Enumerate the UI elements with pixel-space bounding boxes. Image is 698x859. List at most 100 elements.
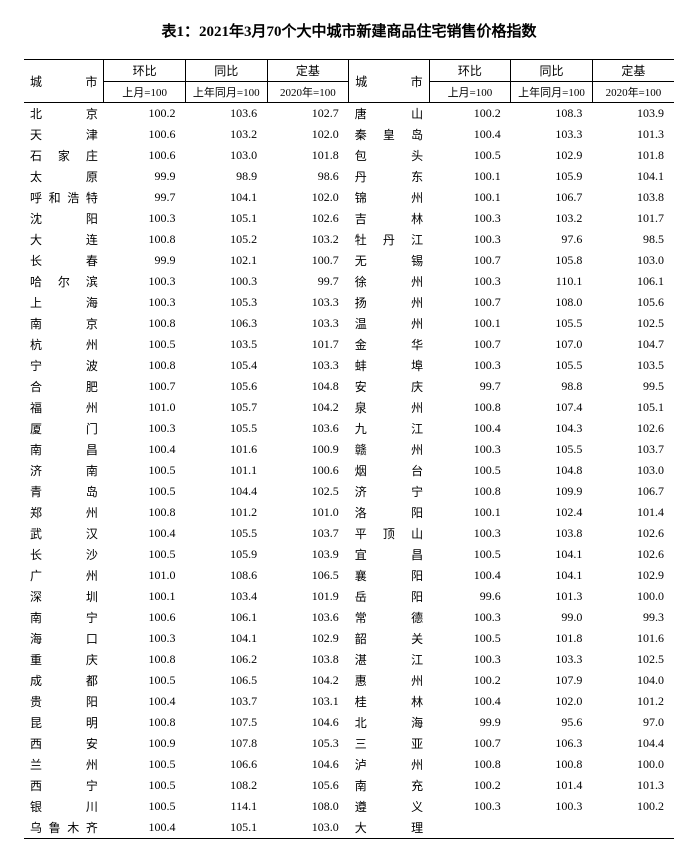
yoy-cell: 104.1 bbox=[511, 565, 593, 586]
base-cell: 98.5 bbox=[592, 229, 674, 250]
yoy-cell: 108.2 bbox=[185, 775, 267, 796]
mom-cell: 101.0 bbox=[104, 565, 186, 586]
yoy-cell: 108.3 bbox=[511, 103, 593, 125]
city-cell: 徐 州 bbox=[349, 271, 429, 292]
mom-cell: 99.7 bbox=[104, 187, 186, 208]
base-cell: 103.2 bbox=[267, 229, 349, 250]
city-cell: 郑 州 bbox=[24, 502, 104, 523]
table-row: 青 岛100.5104.4102.5济 宁100.8109.9106.7 bbox=[24, 481, 674, 502]
base-cell: 100.0 bbox=[592, 754, 674, 775]
base-cell: 101.8 bbox=[592, 145, 674, 166]
mom-cell: 100.6 bbox=[104, 145, 186, 166]
yoy-cell: 103.3 bbox=[511, 124, 593, 145]
city-cell: 合 肥 bbox=[24, 376, 104, 397]
table-row: 兰 州100.5106.6104.6泸 州100.8100.8100.0 bbox=[24, 754, 674, 775]
mom-cell: 100.5 bbox=[104, 334, 186, 355]
base-cell bbox=[592, 817, 674, 839]
city-cell: 秦皇岛 bbox=[349, 124, 429, 145]
city-cell: 沈 阳 bbox=[24, 208, 104, 229]
mom-cell: 100.8 bbox=[104, 712, 186, 733]
mom-cell: 100.7 bbox=[429, 250, 511, 271]
mom-cell: 100.5 bbox=[104, 670, 186, 691]
yoy-cell: 105.1 bbox=[185, 817, 267, 839]
table-row: 厦 门100.3105.5103.6九 江100.4104.3102.6 bbox=[24, 418, 674, 439]
base-cell: 103.0 bbox=[267, 817, 349, 839]
yoy-cell: 100.8 bbox=[511, 754, 593, 775]
base-cell: 103.8 bbox=[267, 649, 349, 670]
mom-cell: 100.4 bbox=[104, 523, 186, 544]
table-row: 长 沙100.5105.9103.9宜 昌100.5104.1102.6 bbox=[24, 544, 674, 565]
city-cell: 长 春 bbox=[24, 250, 104, 271]
table-row: 乌鲁木齐100.4105.1103.0大 理 bbox=[24, 817, 674, 839]
base-cell: 104.6 bbox=[267, 754, 349, 775]
base-cell: 103.7 bbox=[267, 523, 349, 544]
city-cell: 大 连 bbox=[24, 229, 104, 250]
mom-cell: 100.8 bbox=[104, 355, 186, 376]
city-cell: 赣 州 bbox=[349, 439, 429, 460]
yoy-cell: 102.1 bbox=[185, 250, 267, 271]
base-cell: 101.2 bbox=[592, 691, 674, 712]
city-cell: 哈尔滨 bbox=[24, 271, 104, 292]
header-yoy-sub-left: 上年同月=100 bbox=[185, 82, 267, 103]
mom-cell: 100.1 bbox=[429, 502, 511, 523]
base-cell: 102.6 bbox=[592, 523, 674, 544]
mom-cell: 99.9 bbox=[104, 250, 186, 271]
city-cell: 金 华 bbox=[349, 334, 429, 355]
base-cell: 105.3 bbox=[267, 733, 349, 754]
city-cell: 包 头 bbox=[349, 145, 429, 166]
table-row: 太 原99.998.998.6丹 东100.1105.9104.1 bbox=[24, 166, 674, 187]
city-cell: 南 京 bbox=[24, 313, 104, 334]
table-title: 表1：2021年3月70个大中城市新建商品住宅销售价格指数 bbox=[24, 20, 674, 41]
yoy-cell: 103.8 bbox=[511, 523, 593, 544]
mom-cell: 100.4 bbox=[429, 691, 511, 712]
yoy-cell: 105.9 bbox=[185, 544, 267, 565]
base-cell: 101.0 bbox=[267, 502, 349, 523]
base-cell: 102.9 bbox=[267, 628, 349, 649]
mom-cell: 100.4 bbox=[429, 418, 511, 439]
city-cell: 济 宁 bbox=[349, 481, 429, 502]
mom-cell: 100.3 bbox=[429, 607, 511, 628]
base-cell: 102.6 bbox=[592, 544, 674, 565]
table-row: 贵 阳100.4103.7103.1桂 林100.4102.0101.2 bbox=[24, 691, 674, 712]
yoy-cell: 103.2 bbox=[511, 208, 593, 229]
city-cell: 上 海 bbox=[24, 292, 104, 313]
table-row: 西 安100.9107.8105.3三 亚100.7106.3104.4 bbox=[24, 733, 674, 754]
base-cell: 101.3 bbox=[592, 124, 674, 145]
mom-cell: 100.7 bbox=[104, 376, 186, 397]
city-cell: 牡丹江 bbox=[349, 229, 429, 250]
header-mom-sub-right: 上月=100 bbox=[429, 82, 511, 103]
city-cell: 厦 门 bbox=[24, 418, 104, 439]
base-cell: 104.6 bbox=[267, 712, 349, 733]
yoy-cell: 98.9 bbox=[185, 166, 267, 187]
yoy-cell: 105.9 bbox=[511, 166, 593, 187]
yoy-cell: 105.8 bbox=[511, 250, 593, 271]
yoy-cell: 102.9 bbox=[511, 145, 593, 166]
header-mom-right: 环比 bbox=[429, 60, 511, 82]
yoy-cell: 107.8 bbox=[185, 733, 267, 754]
table-row: 南 宁100.6106.1103.6常 德100.399.099.3 bbox=[24, 607, 674, 628]
yoy-cell: 105.5 bbox=[185, 523, 267, 544]
city-cell: 贵 阳 bbox=[24, 691, 104, 712]
city-cell: 福 州 bbox=[24, 397, 104, 418]
yoy-cell: 114.1 bbox=[185, 796, 267, 817]
yoy-cell: 108.0 bbox=[511, 292, 593, 313]
yoy-cell: 107.9 bbox=[511, 670, 593, 691]
yoy-cell: 110.1 bbox=[511, 271, 593, 292]
city-cell: 南 充 bbox=[349, 775, 429, 796]
base-cell: 102.6 bbox=[267, 208, 349, 229]
base-cell: 102.0 bbox=[267, 187, 349, 208]
mom-cell: 100.5 bbox=[429, 460, 511, 481]
table-body: 北 京100.2103.6102.7唐 山100.2108.3103.9天 津1… bbox=[24, 103, 674, 839]
base-cell: 104.2 bbox=[267, 397, 349, 418]
mom-cell: 100.5 bbox=[104, 796, 186, 817]
yoy-cell: 106.6 bbox=[185, 754, 267, 775]
mom-cell: 100.5 bbox=[104, 754, 186, 775]
header-base-sub-right: 2020年=100 bbox=[592, 82, 674, 103]
city-cell: 成 都 bbox=[24, 670, 104, 691]
city-cell: 海 口 bbox=[24, 628, 104, 649]
mom-cell: 100.4 bbox=[104, 817, 186, 839]
city-cell: 北 海 bbox=[349, 712, 429, 733]
yoy-cell: 103.4 bbox=[185, 586, 267, 607]
yoy-cell: 105.7 bbox=[185, 397, 267, 418]
base-cell: 103.3 bbox=[267, 292, 349, 313]
